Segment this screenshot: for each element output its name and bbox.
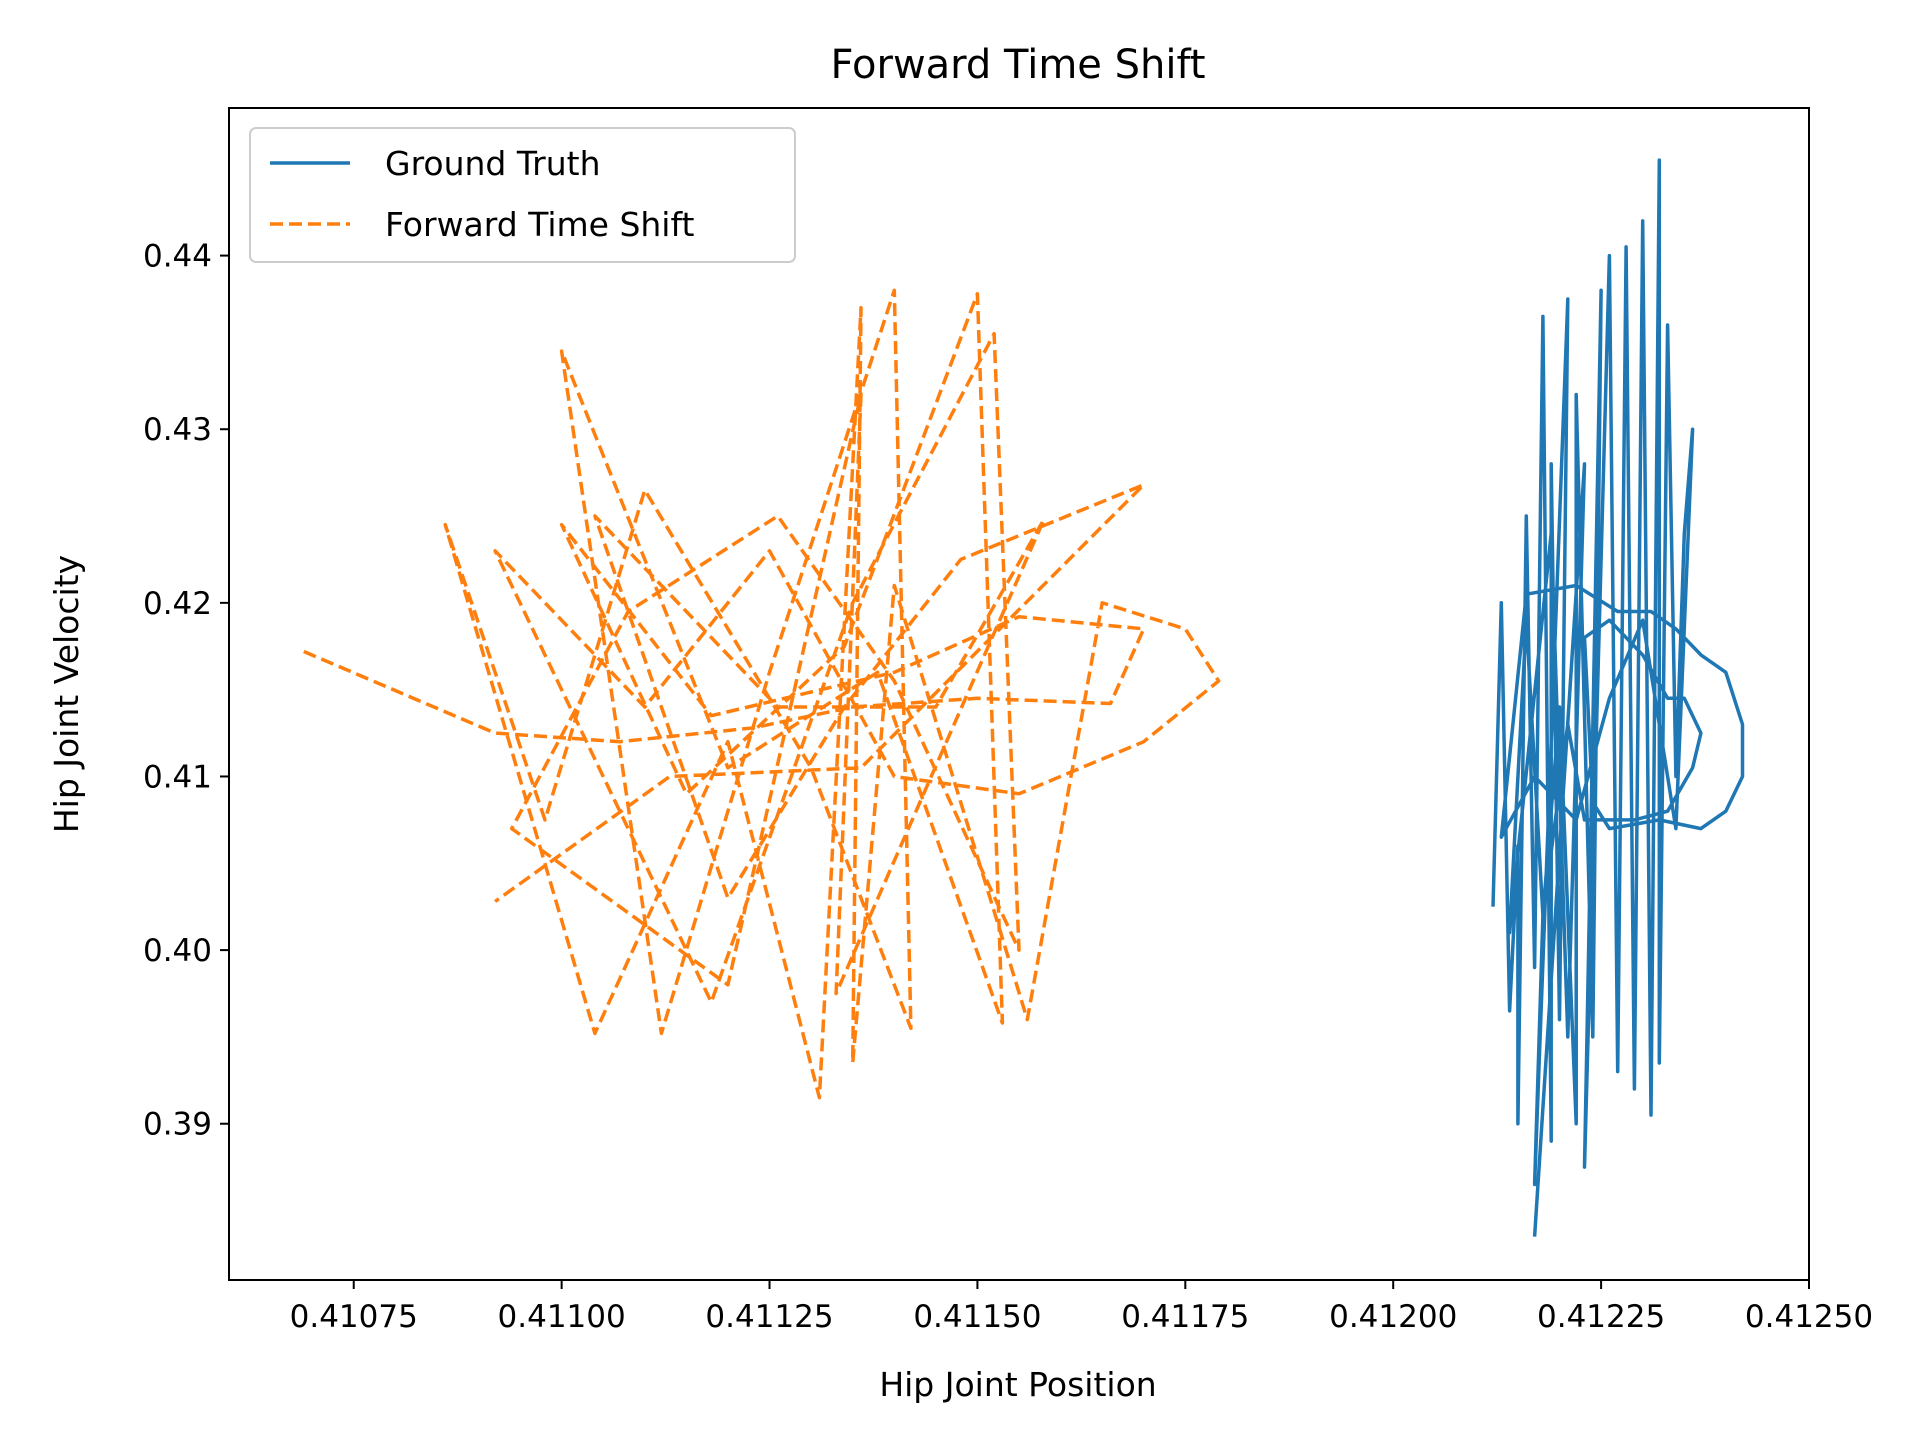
legend-label-ground-truth: Ground Truth — [385, 144, 601, 183]
y-tick-label: 0.42 — [143, 586, 212, 622]
series-layer — [303, 158, 1745, 1237]
y-tick-label: 0.44 — [143, 239, 212, 275]
chart-title: Forward Time Shift — [830, 42, 1205, 88]
legend-box — [249, 127, 796, 263]
y-axis: 0.39 0.40 0.41 0.42 0.43 0.44 — [143, 239, 229, 1143]
y-axis-label: Hip Joint Velocity — [47, 555, 86, 833]
y-tick-label: 0.43 — [143, 412, 212, 448]
x-tick-label: 0.41175 — [1121, 1299, 1249, 1335]
x-axis-label: Hip Joint Position — [879, 1365, 1156, 1404]
y-tick-label: 0.40 — [143, 933, 212, 969]
x-tick-label: 0.41200 — [1329, 1299, 1457, 1335]
y-tick-label: 0.39 — [143, 1107, 212, 1143]
x-tick-label: 0.41150 — [913, 1299, 1041, 1335]
x-tick-label: 0.41250 — [1745, 1299, 1873, 1335]
legend-label-forward-time-shift: Forward Time Shift — [385, 205, 695, 244]
x-tick-label: 0.41125 — [705, 1299, 833, 1335]
x-tick-label: 0.41225 — [1537, 1299, 1665, 1335]
x-tick-label: 0.41075 — [290, 1299, 418, 1335]
legend: Ground Truth Forward Time Shift — [249, 127, 796, 263]
series-line-forward-time-shift — [303, 288, 1221, 1100]
x-tick-label: 0.41100 — [498, 1299, 626, 1335]
plot-frame — [228, 107, 1810, 1281]
series-line-ground-truth — [1491, 158, 1745, 1237]
x-axis: 0.41075 0.41100 0.41125 0.41150 0.41175 0.412… — [290, 1280, 1873, 1335]
y-tick-label: 0.41 — [143, 759, 212, 795]
